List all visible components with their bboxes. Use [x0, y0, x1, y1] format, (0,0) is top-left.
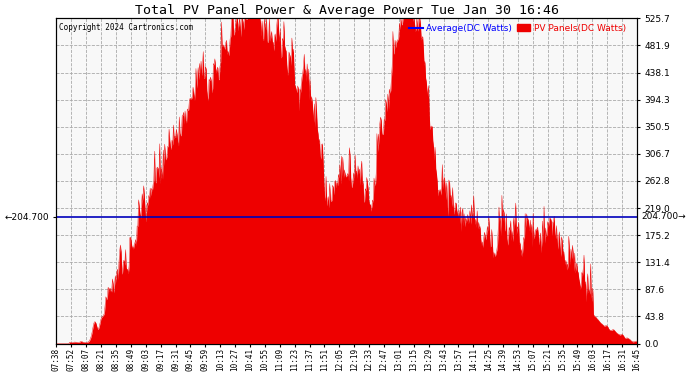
Title: Total PV Panel Power & Average Power Tue Jan 30 16:46: Total PV Panel Power & Average Power Tue…: [135, 4, 559, 17]
Text: Copyright 2024 Cartronics.com: Copyright 2024 Cartronics.com: [59, 23, 193, 32]
Legend: Average(DC Watts), PV Panels(DC Watts): Average(DC Watts), PV Panels(DC Watts): [408, 23, 627, 34]
Text: 204.700→: 204.700→: [641, 212, 686, 221]
